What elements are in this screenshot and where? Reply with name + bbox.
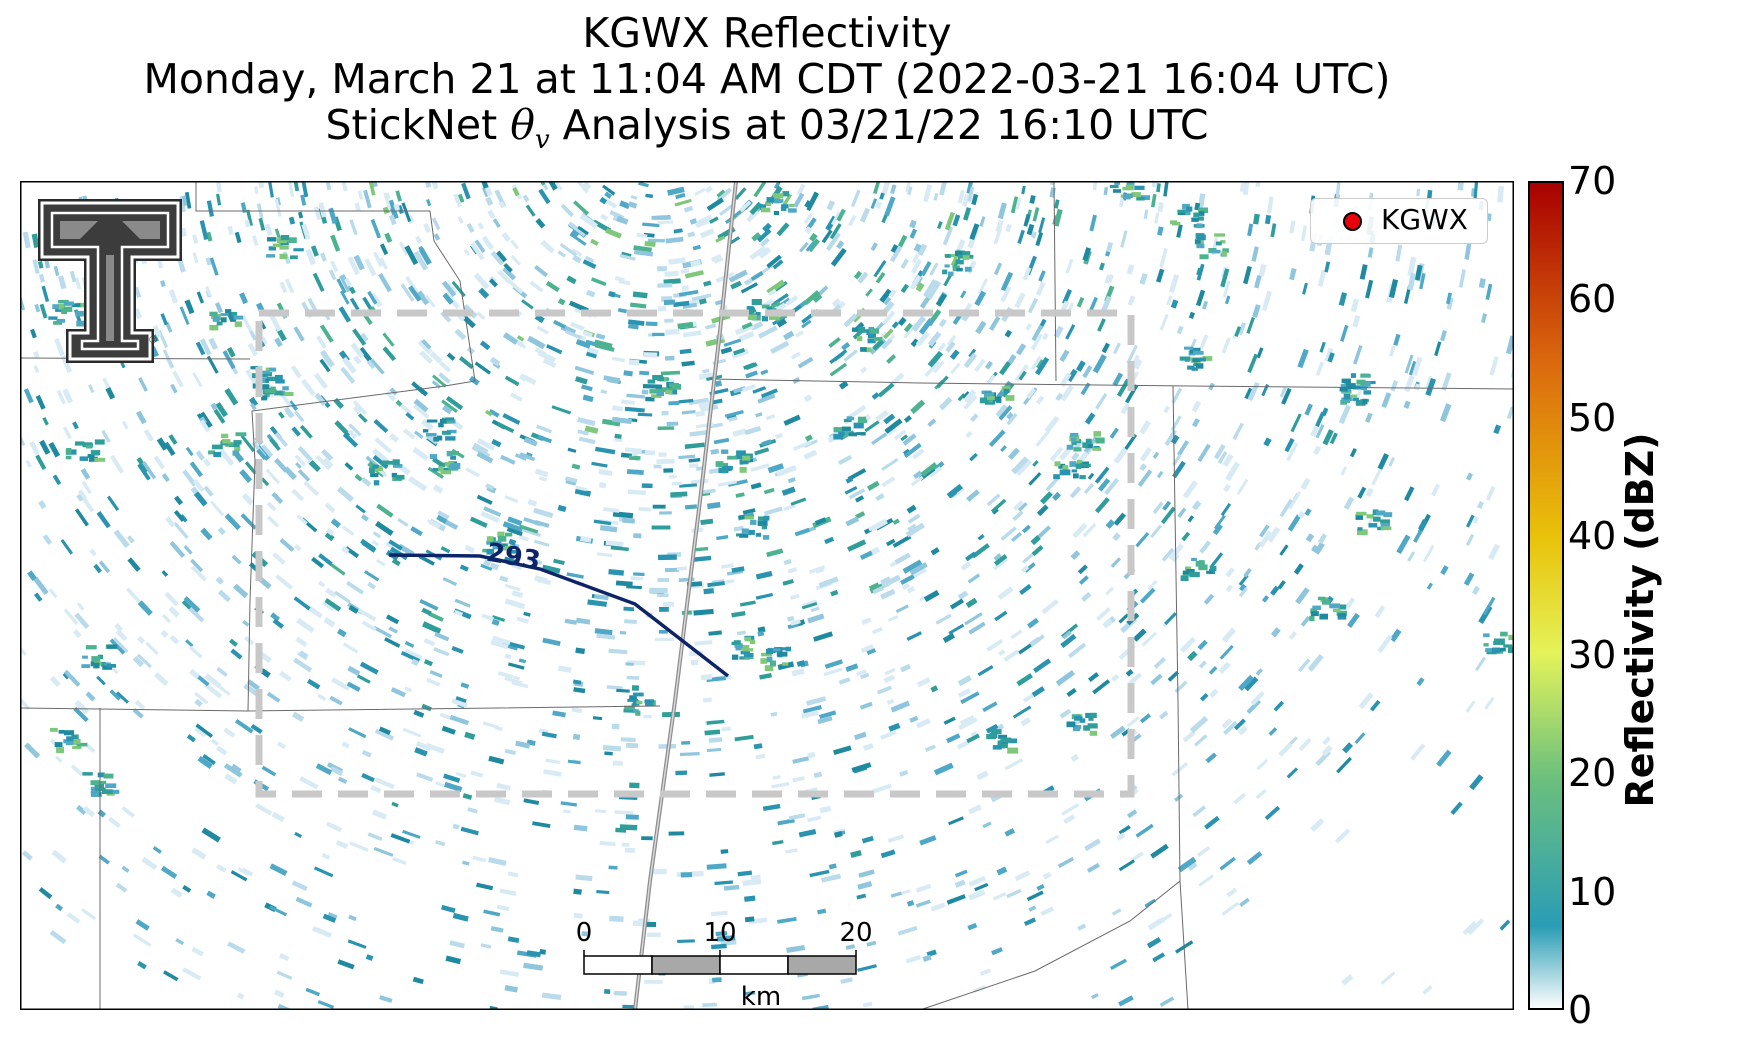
logo-registered-mark: ® xyxy=(148,335,158,346)
scale-tick-0: 0 xyxy=(575,918,593,948)
scale-tick-20: 20 xyxy=(839,918,873,948)
theta-symbol: θ xyxy=(510,101,535,149)
title-line-3-prefix: StickNet xyxy=(325,101,511,149)
scale-tick-10: 10 xyxy=(703,918,737,948)
colorbar-tick-20: 20 xyxy=(1568,751,1617,796)
title-line-2: Monday, March 21 at 11:04 AM CDT (2022-0… xyxy=(143,55,1391,103)
map-title: KGWX Reflectivity Monday, March 21 at 11… xyxy=(20,10,1514,163)
double-t-logo: ® xyxy=(38,199,182,363)
title-line-3: StickNet θv Analysis at 03/21/22 16:10 U… xyxy=(20,102,1514,163)
scale-bar xyxy=(583,950,857,975)
colorbar-tick-70: 70 xyxy=(1568,159,1617,203)
colorbar-tick-30: 30 xyxy=(1568,632,1617,677)
colorbar xyxy=(1528,181,1564,1010)
title-line-3-suffix: Analysis at 03/21/22 16:10 UTC xyxy=(549,101,1209,149)
theta-subscript: v xyxy=(534,125,550,156)
reflectivity-map[interactable]: 293 ® xyxy=(20,181,1514,1010)
title-line-1: KGWX Reflectivity xyxy=(582,9,952,57)
theta-v-contour-293 xyxy=(388,553,730,678)
map-legend: KGWX xyxy=(1310,198,1488,244)
legend-label: KGWX xyxy=(1381,203,1468,236)
colorbar-tick-0: 0 xyxy=(1568,988,1593,1032)
analysis-domain-box xyxy=(255,309,1135,798)
scale-unit: km xyxy=(740,982,782,1012)
radar-site-marker-icon xyxy=(1343,212,1362,231)
highway xyxy=(633,181,738,1010)
colorbar-tick-40: 40 xyxy=(1568,514,1617,559)
colorbar-tick-60: 60 xyxy=(1568,277,1617,322)
colorbar-tick-10: 10 xyxy=(1568,869,1617,914)
colorbar-title: Reflectivity (dBZ) xyxy=(1618,432,1662,808)
colorbar-tick-50: 50 xyxy=(1568,395,1617,440)
